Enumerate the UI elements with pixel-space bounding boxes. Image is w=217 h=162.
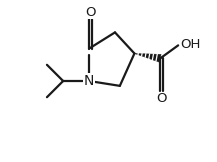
Text: OH: OH bbox=[181, 38, 201, 51]
Polygon shape bbox=[134, 53, 161, 62]
Text: N: N bbox=[84, 74, 94, 88]
Text: O: O bbox=[156, 92, 167, 105]
Text: O: O bbox=[85, 6, 96, 19]
